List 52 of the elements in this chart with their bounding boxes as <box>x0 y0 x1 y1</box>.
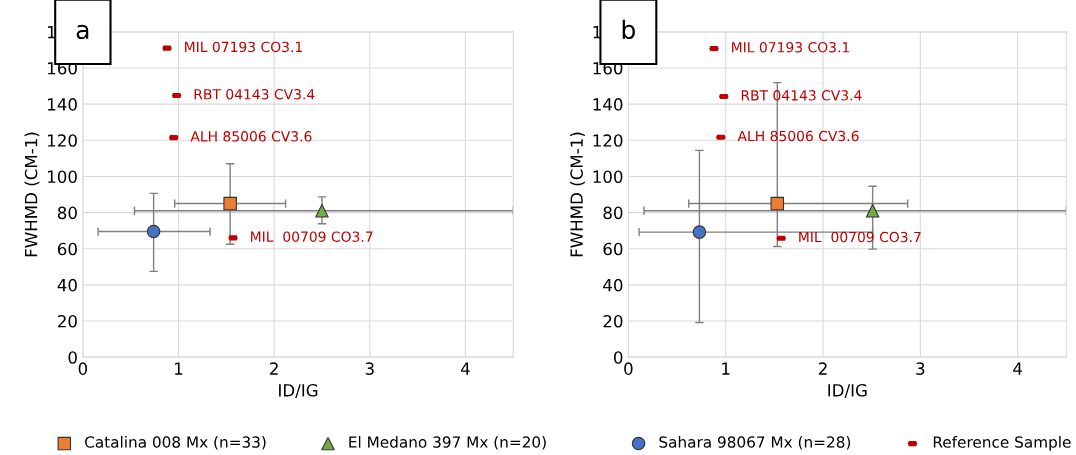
y-tick-label: 80 <box>603 206 623 220</box>
point <box>223 196 237 211</box>
y-tick-label: 40 <box>603 278 623 292</box>
y-tick-label: 40 <box>57 278 77 292</box>
y-axis-title: FWHMD (CM-1) <box>570 132 585 257</box>
y-tick-label: 0 <box>68 351 77 364</box>
y-tick-label: 100 <box>48 170 77 184</box>
y-tick-label: 120 <box>48 134 77 147</box>
y-tick-label: 80 <box>57 206 77 220</box>
legend-label: Catalina 008 Mx (n=33) <box>85 435 266 450</box>
point <box>692 225 707 239</box>
point <box>146 224 161 239</box>
point <box>709 45 719 52</box>
x-tick-label: 0 <box>78 362 88 375</box>
annotation: MIL 07193 CO3.1 <box>732 42 849 53</box>
x-tick-label: 4 <box>460 362 470 375</box>
annotation: ALH 85006 CV3.6 <box>190 131 312 142</box>
point <box>865 204 880 218</box>
y-tick-label: 60 <box>57 242 77 256</box>
x-tick-label: 2 <box>818 362 827 375</box>
x-tick-label: 1 <box>722 362 730 375</box>
annotation: RBT 04143 CV3.4 <box>194 88 315 100</box>
y-tick-label: 20 <box>58 314 77 328</box>
point <box>770 196 785 211</box>
annotation: MIL 00709 CO3.7 <box>799 231 921 243</box>
y-tick-label: 0 <box>614 351 623 364</box>
chart-title: b <box>622 19 635 40</box>
annotation: RBT 04143 CV3.4 <box>741 90 862 101</box>
y-tick-label: 100 <box>593 170 623 184</box>
x-tick-label: 3 <box>916 362 925 375</box>
point <box>719 93 729 100</box>
x-tick-label: 2 <box>270 362 278 375</box>
annotation: ALH 85006 CV3.6 <box>737 130 859 142</box>
annotation: MIL 07193 CO3.1 <box>185 41 302 53</box>
x-tick-label: 1 <box>175 362 183 375</box>
y-tick-label: 140 <box>48 98 77 111</box>
annotation: MIL 00709 CO3.7 <box>251 231 373 242</box>
legend-label: Sahara 98067 Mx (n=28) <box>659 435 851 450</box>
chart-title: a <box>76 24 89 40</box>
x-tick-label: 4 <box>1013 362 1023 375</box>
x-tick-label: 0 <box>624 362 633 375</box>
x-tick-label: 3 <box>365 362 374 375</box>
y-tick-label: 140 <box>593 98 623 111</box>
x-axis-title: ID/IG <box>828 384 867 398</box>
x-axis-title: ID/IG <box>279 384 318 398</box>
legend-label: El Medano 397 Mx (n=20) <box>349 435 546 450</box>
y-tick-label: 20 <box>603 314 623 328</box>
legend-label: Reference Sample <box>933 435 1071 451</box>
y-axis-title: FWHMD (CM-1) <box>24 132 40 257</box>
point <box>315 204 329 218</box>
y-tick-label: 60 <box>603 242 623 256</box>
y-tick-label: 120 <box>593 134 623 147</box>
